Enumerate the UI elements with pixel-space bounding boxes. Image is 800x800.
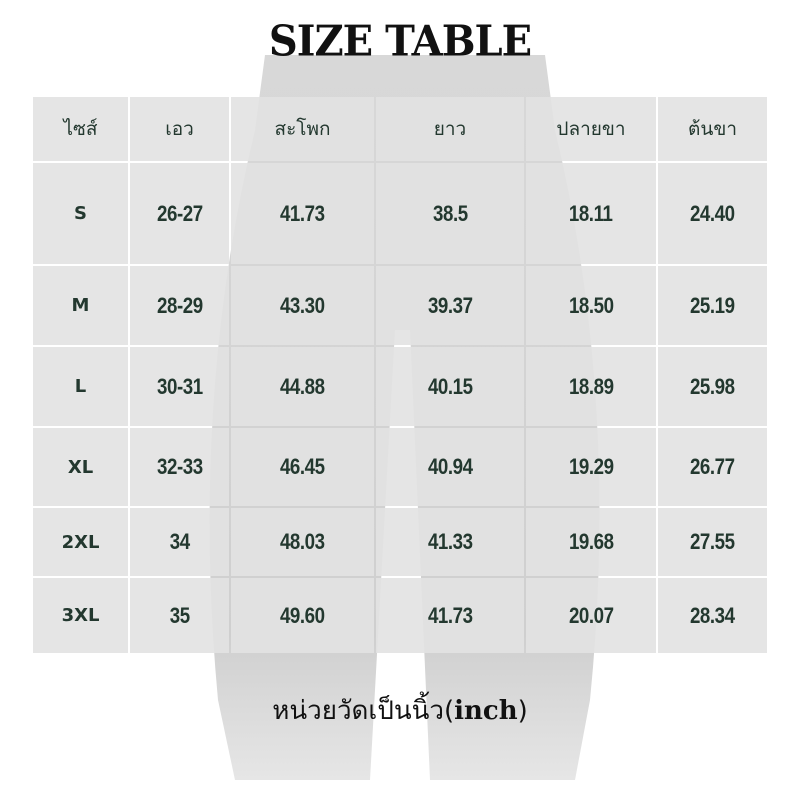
measurement-value: 39.37: [427, 292, 473, 318]
header-cell: ต้นขา: [658, 97, 767, 161]
table-cell: 40.94: [376, 428, 524, 506]
measurement-value: 19.29: [568, 454, 614, 479]
table-cell: 18.11: [526, 163, 656, 264]
table-cell: 19.68: [526, 508, 656, 576]
measurement-value: 18.50: [568, 292, 614, 318]
size-label: L: [74, 376, 87, 397]
measurement-value: 46.45: [280, 454, 325, 479]
measurement-value: 40.15: [427, 373, 473, 399]
size-label: 3XL: [61, 605, 100, 626]
page-title: SIZE TABLE: [268, 16, 532, 67]
size-label: M: [71, 295, 90, 316]
table-cell: 41.73: [376, 578, 524, 653]
header-label: ยาว: [433, 118, 467, 140]
table-cell: 49.60: [231, 578, 374, 653]
header-label: สะโพก: [274, 118, 331, 140]
measurement-value: 44.88: [280, 373, 325, 399]
measurement-value: 41.33: [427, 529, 473, 554]
measurement-value: 24.40: [690, 200, 735, 226]
measurement-value: 26.77: [690, 454, 735, 479]
measurement-value: 43.30: [280, 292, 325, 318]
table-cell: 20.07: [526, 578, 656, 653]
table-cell: 25.19: [658, 266, 767, 345]
measurement-value: 41.73: [280, 200, 325, 226]
table-cell: 19.29: [526, 428, 656, 506]
table-cell: 28.34: [658, 578, 767, 653]
measurement-value: 48.03: [280, 529, 325, 554]
header-label: ปลายขา: [556, 118, 626, 140]
header-label: เอว: [165, 118, 194, 140]
measurement-value: 35: [169, 602, 190, 628]
table-cell: 3XL: [33, 578, 128, 653]
table-cell: 18.50: [526, 266, 656, 345]
measurement-value: 26-27: [156, 200, 203, 226]
header-label: ต้นขา: [688, 118, 737, 140]
unit-note: หน่วยวัดเป็นนิ้ว(inch): [0, 690, 800, 731]
table-cell: 28-29: [130, 266, 229, 345]
unit-label: inch: [454, 696, 518, 726]
table-cell: 38.5: [376, 163, 524, 264]
measurement-value: 28.34: [690, 602, 735, 628]
measurement-value: 18.11: [569, 200, 613, 226]
measurement-value: 27.55: [690, 529, 735, 554]
table-cell: 48.03: [231, 508, 374, 576]
measurement-value: 41.73: [427, 602, 473, 628]
table-cell: M: [33, 266, 128, 345]
table-cell: 41.73: [231, 163, 374, 264]
measurement-value: 19.68: [568, 529, 614, 554]
table-cell: 46.45: [231, 428, 374, 506]
table-cell: 25.98: [658, 347, 767, 426]
table-cell: 18.89: [526, 347, 656, 426]
table-cell: 44.88: [231, 347, 374, 426]
measurement-value: 18.89: [568, 373, 614, 399]
table-cell: 26-27: [130, 163, 229, 264]
table-cell: 43.30: [231, 266, 374, 345]
measurement-value: 34: [169, 529, 190, 554]
header-cell: สะโพก: [231, 97, 374, 161]
size-label: 2XL: [61, 531, 100, 553]
header-cell: ปลายขา: [526, 97, 656, 161]
header-cell: ยาว: [376, 97, 524, 161]
measurement-value: 49.60: [280, 602, 325, 628]
measurement-value: 25.19: [690, 292, 735, 318]
table-cell: 34: [130, 508, 229, 576]
measurement-value: 30-31: [156, 373, 203, 399]
header-cell: เอว: [130, 97, 229, 161]
unit-note-text: หน่วยวัดเป็นนิ้ว(: [272, 696, 455, 726]
table-cell: 24.40: [658, 163, 767, 264]
table-cell: 40.15: [376, 347, 524, 426]
header-cell: ไซส์: [33, 97, 128, 161]
table-cell: 2XL: [33, 508, 128, 576]
table-cell: 30-31: [130, 347, 229, 426]
table-cell: 39.37: [376, 266, 524, 345]
measurement-value: 28-29: [156, 292, 203, 318]
size-label: XL: [67, 456, 94, 478]
measurement-value: 32-33: [156, 454, 203, 479]
table-cell: 27.55: [658, 508, 767, 576]
measurement-value: 20.07: [568, 602, 614, 628]
table-cell: XL: [33, 428, 128, 506]
table-cell: 35: [130, 578, 229, 653]
unit-note-close: ): [517, 696, 528, 726]
header-label: ไซส์: [63, 118, 98, 140]
table-cell: 26.77: [658, 428, 767, 506]
table-cell: S: [33, 163, 128, 264]
measurement-value: 25.98: [690, 373, 735, 399]
table-cell: 32-33: [130, 428, 229, 506]
measurement-value: 38.5: [432, 200, 468, 226]
table-cell: L: [33, 347, 128, 426]
measurement-value: 40.94: [427, 454, 473, 479]
table-cell: 41.33: [376, 508, 524, 576]
size-label: S: [74, 203, 87, 224]
